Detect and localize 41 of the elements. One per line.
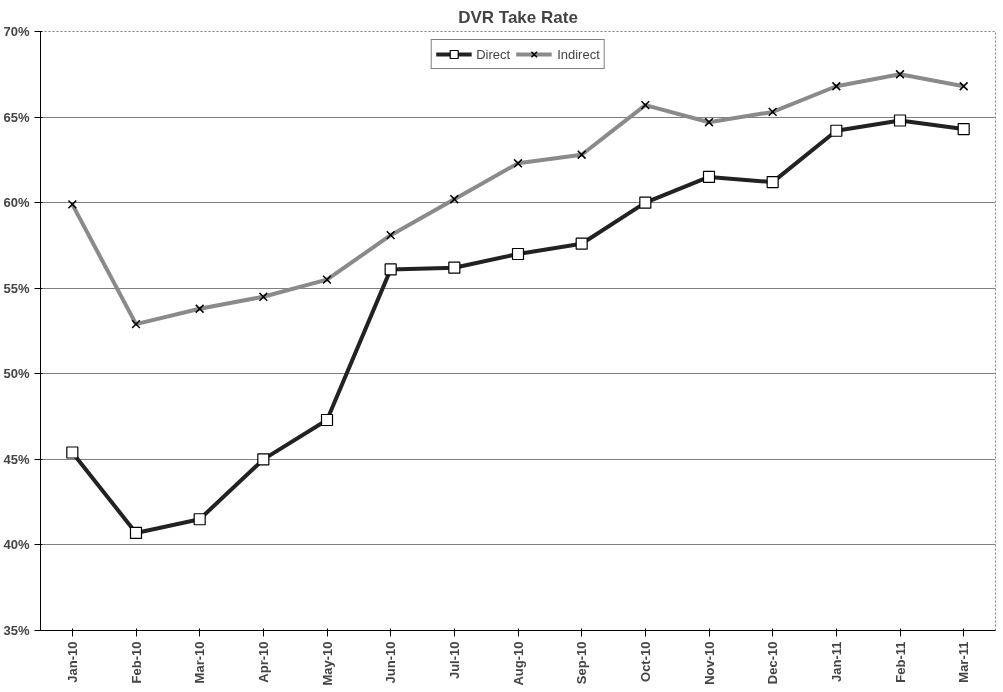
point [129,526,143,540]
point [830,124,843,137]
y-tick-label: 65% [3,109,30,125]
point [66,446,79,459]
x-tick-label: Nov-10 [701,641,717,685]
y-tick-label: 70% [3,24,30,39]
x-tick-label: Feb-11 [892,641,908,683]
point [320,413,334,427]
point [702,170,716,184]
x-tick-label: Jul-10 [446,641,462,680]
point [957,122,970,136]
y-tick-label: 40% [3,537,30,553]
y-tick-label: 35% [3,623,30,638]
point [511,247,525,261]
x-tick-label: Oct-10 [637,641,653,682]
x-tick-label: May-10 [319,641,335,686]
x-tick-label: Apr-10 [255,641,271,683]
x-tick-label: Dec-10 [765,641,781,685]
x-tick-label: Mar-11 [956,641,972,683]
x-tick-label: Jan-10 [64,641,80,683]
y-tick-label: 45% [3,451,30,467]
y-tick-label: 50% [3,366,30,382]
legend-label: Direct [476,46,511,62]
point [639,196,652,209]
x-tick-label: Sep-10 [574,641,590,685]
point [193,513,206,526]
y-tick-label: 55% [3,280,30,296]
x-tick-label: Aug-10 [510,641,526,686]
point [766,176,779,189]
chart-title: DVR Take Rate [458,7,578,27]
point [575,237,588,250]
x-tick-label: Mar-10 [192,641,208,684]
point [893,114,907,127]
x-tick-label: Feb-10 [128,641,144,684]
point [257,453,270,466]
point [448,261,461,274]
x-tick-label: Jan-11 [828,641,844,682]
y-tick-label: 60% [3,195,30,211]
legend-label: Indirect [557,46,600,62]
point [384,263,397,276]
x-tick-label: Jun-10 [383,641,399,684]
